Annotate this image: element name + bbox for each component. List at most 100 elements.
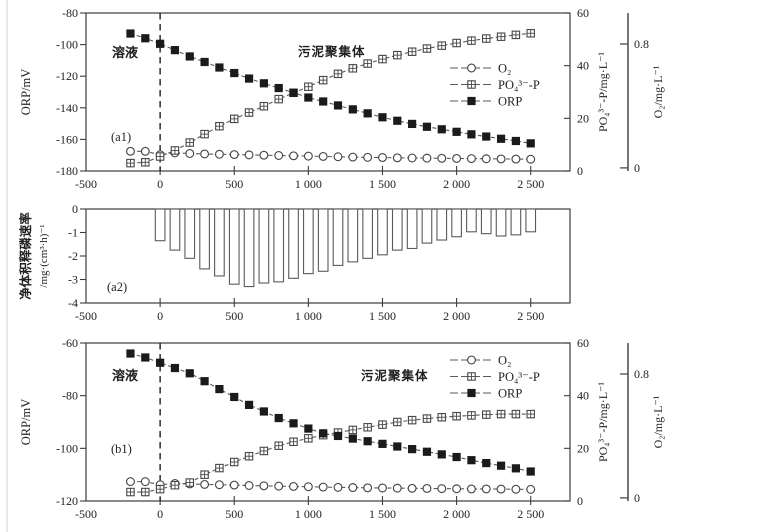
open-circle-marker [333,482,343,492]
left-tick-label: -60 [62,336,78,350]
crossed-square-marker [259,446,269,456]
crossed-square-marker [348,64,358,73]
filled-square-marker [156,39,165,48]
open-circle-marker [125,146,135,156]
legend-label: ORP [498,387,522,401]
bars-a2 [154,208,537,288]
open-circle-marker [229,480,239,490]
left-tick-label: -80 [62,389,78,403]
filled-square-marker [526,139,535,148]
filled-square-marker [304,424,313,433]
open-circle-marker [452,153,462,163]
open-circle-marker [378,153,387,162]
panel-a2: 0 -1 -2 -3 -4-500 0 500 1 000 1 500 2 000 2 500 净体积… [18,202,571,323]
crossed-square-marker [333,69,343,79]
axis-title-o2-b1: O₂/mg·L⁻¹ [651,395,665,448]
crossed-square-marker [215,463,224,473]
filled-square-marker [452,127,461,136]
x-tick-label: 2 500 [517,177,544,191]
filled-square-marker [348,105,357,114]
open-circle-marker [140,477,150,487]
right-tick-label: 0 [577,164,583,178]
filled-square-marker [230,68,239,78]
left-tick-label: 0 [72,202,78,216]
filled-square-marker [452,452,461,462]
legend-label: O₂ [498,62,511,76]
open-circle-marker [318,151,328,161]
filled-square-marker [482,132,491,141]
crossed-square-marker [437,41,447,50]
filled-square-marker [526,467,535,476]
crossed-square-marker [126,487,135,497]
crossed-square-marker [170,146,180,155]
crossed-square-marker [215,121,224,131]
x-tick-label: -500 [75,177,97,191]
crossed-square-marker [348,425,358,435]
bar [243,208,255,288]
open-circle-marker [378,483,387,493]
open-circle-marker [363,152,373,162]
crossed-square-marker [422,414,432,423]
x-tick-label: 500 [225,507,243,521]
crossed-square-marker [467,372,476,381]
panel-label-a2: (a2) [107,280,127,294]
crossed-square-marker [259,101,269,111]
filled-square-marker [378,439,387,448]
crossed-square-marker [467,80,476,89]
open-circle-marker [318,482,328,492]
right-tick-label: 40 [577,389,589,403]
bar [288,208,299,279]
crossed-square-marker [481,410,491,419]
open-circle-marker [274,151,284,160]
bar [199,208,210,270]
open-circle-marker [303,151,313,161]
legend-a1: O₂ PO₄³⁻-P ORP [450,62,540,109]
right-tick-label: 20 [577,111,589,125]
open-circle-marker [348,483,358,492]
left-tick-label: -140 [56,101,78,115]
open-circle-marker [125,477,135,487]
open-circle-marker [481,154,491,164]
filled-square-marker [393,442,402,451]
axis-title-release-rate-unit: /mg·(cm³·h)⁻¹ [38,224,50,287]
filled-square-marker [511,464,520,473]
bar [391,208,403,251]
bar [466,208,477,233]
crossed-square-marker [141,158,150,167]
legend-b1: O₂ PO₄³⁻-P ORP [450,354,540,401]
legend-label: PO₄³⁻-P [498,370,540,384]
filled-square-marker [467,388,476,398]
crossed-square-marker [526,409,535,419]
open-circle-marker [200,149,210,159]
bar [510,208,522,236]
crossed-square-marker [155,484,165,494]
left-tick-label: -160 [56,132,78,146]
crossed-square-marker [185,478,195,487]
filled-square-marker [467,96,476,106]
crossed-square-marker [185,138,195,147]
bar [436,208,448,241]
left-tick-label: -1 [68,226,78,240]
open-circle-marker [392,153,402,163]
filled-square-marker [348,434,357,443]
o2-tick-label: 0 [634,161,640,175]
open-circle-marker [467,355,476,365]
crossed-square-marker [378,54,387,64]
filled-square-marker [496,134,506,143]
filled-square-marker [482,458,491,468]
crossed-square-marker [511,409,521,419]
left-tick-label: -2 [68,249,78,263]
o2-tick-label: 0.8 [634,367,649,381]
crossed-square-marker [200,129,209,139]
bar [377,208,388,256]
bar [273,208,285,283]
filled-square-marker [422,447,432,456]
annotation-aggregate-a1: 污泥聚集体 [298,44,366,59]
open-circle-marker [333,152,343,162]
axis-title-o2-a1: O₂/mg·L⁻¹ [651,65,665,118]
bar [451,208,462,238]
filled-square-marker [215,63,224,72]
x-tick-label: 1 500 [369,309,396,323]
left-tick-label: -100 [56,38,78,52]
open-circle-marker [407,153,417,163]
